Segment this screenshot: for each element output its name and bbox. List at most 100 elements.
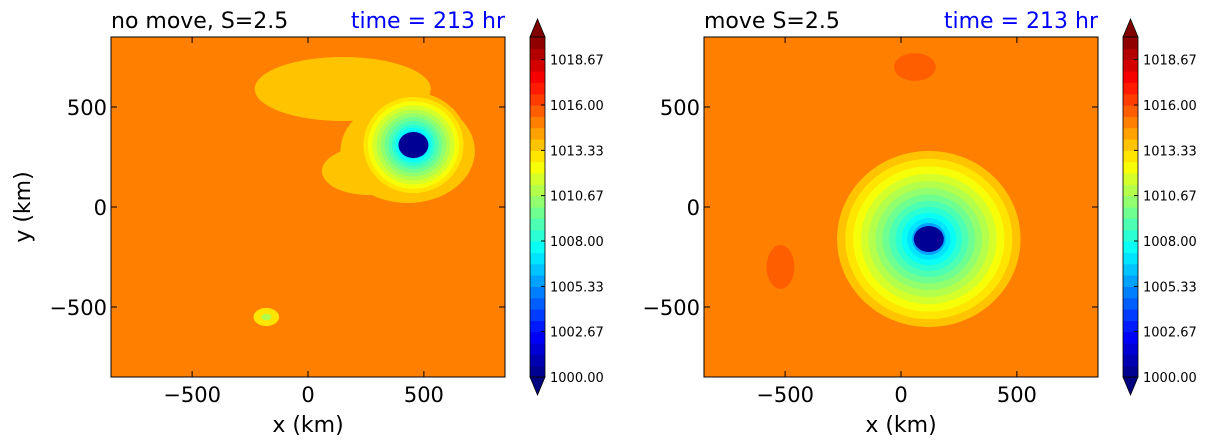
colorbar-level (530, 263, 545, 276)
colorbar-level (530, 365, 545, 378)
panel-title: move S=2.5 (704, 9, 840, 34)
colorbar-level (530, 48, 545, 61)
colorbar-frame (529, 36, 546, 378)
colorbar-level (530, 71, 545, 83)
panel-1: −500 0 500 500 0 −500 x (km) y (km) no move, S=2… (11, 9, 604, 438)
colorbar-tick-label: 1018.67 (1143, 54, 1197, 69)
colorbar-tick-label: 1010.67 (550, 190, 604, 205)
colorbar-level (530, 331, 545, 344)
colorbar-level (1123, 161, 1138, 174)
colorbar-tick-label: 1000.00 (1143, 371, 1197, 386)
colorbar-tick-label: 1018.67 (550, 54, 604, 69)
colorbar-level (530, 309, 545, 321)
colorbar-level (1123, 195, 1138, 208)
colorbar-level (530, 105, 545, 117)
colorbar-tick-label: 1008.00 (1143, 235, 1197, 250)
colorbar-extend-min (1122, 376, 1139, 397)
colorbar-tick-label: 1002.67 (1143, 326, 1197, 341)
colorbar-level (530, 116, 545, 129)
y-tick-label: 500 (660, 96, 700, 120)
colorbar-level (1123, 297, 1138, 310)
feature-spot-1 (894, 53, 936, 81)
colorbar-tick-label: 1013.33 (1143, 144, 1197, 159)
colorbar-level (530, 286, 545, 299)
colorbar-level (1123, 354, 1138, 367)
colorbar-level (1123, 365, 1138, 378)
colorbar-extend-max (529, 17, 546, 38)
colorbar-level (1123, 229, 1138, 242)
colorbar-level (530, 37, 545, 49)
colorbar-level (1123, 309, 1138, 321)
x-tick-label: 500 (997, 383, 1037, 407)
colorbar-level (1123, 207, 1138, 219)
colorbar-level (1123, 139, 1138, 151)
colorbar-extend-max (1122, 17, 1139, 38)
colorbar-tick-label: 1000.00 (550, 371, 604, 386)
colorbar: 1000.00 1002.67 1005.33 1008.00 1010.67 1013.… (1122, 17, 1197, 397)
colorbar-level (1123, 116, 1138, 129)
colorbar-tick-label: 1005.33 (550, 280, 604, 295)
colorbar-level (530, 150, 545, 163)
colorbar-level (1123, 343, 1138, 355)
x-tick-label: 0 (894, 383, 907, 407)
x-tick-label: −500 (163, 383, 221, 407)
x-axis-label: x (km) (865, 413, 936, 438)
colorbar-level (530, 93, 545, 106)
colorbar-level (530, 354, 545, 367)
x-axis-label: x (km) (272, 413, 343, 438)
colorbar-tick-label: 1002.67 (550, 326, 604, 341)
x-tick-label: 0 (301, 383, 314, 407)
y-tick-label: −500 (49, 296, 107, 320)
colorbar-level (530, 195, 545, 208)
colorbar-level (530, 139, 545, 151)
colorbar-tick-label: 1005.33 (1143, 280, 1197, 295)
colorbar-level (530, 173, 545, 185)
y-tick-label: 0 (94, 196, 107, 220)
colorbar-level (1123, 241, 1138, 253)
colorbar-level (1123, 82, 1138, 95)
feature-spot-2 (766, 245, 795, 289)
colorbar-level (530, 320, 545, 333)
y-tick-label: 0 (687, 196, 700, 220)
colorbar-level (530, 275, 545, 287)
colorbar-level (1123, 218, 1138, 231)
colorbar-level (530, 59, 545, 72)
panel-2: −500 0 500 500 0 −500 x (km) move S=2.5 time = 2… (642, 9, 1196, 438)
colorbar-tick-label: 1010.67 (1143, 190, 1197, 205)
colorbar-level (1123, 263, 1138, 276)
colorbar-level (1123, 275, 1138, 287)
colorbar: 1000.00 1002.67 1005.33 1008.00 1010.67 1013.… (529, 17, 604, 397)
pressure-field (704, 37, 1098, 377)
colorbar-tick-label: 1016.00 (1143, 99, 1197, 114)
colorbar-level (1123, 105, 1138, 117)
colorbar-extend-min (529, 376, 546, 397)
time-label: time = 213 hr (944, 9, 1099, 34)
colorbar-level (530, 241, 545, 253)
colorbar-tick-label: 1016.00 (550, 99, 604, 114)
y-axis-label: y (km) (11, 171, 36, 242)
colorbar-frame (1122, 36, 1139, 378)
colorbar-tick-label: 1008.00 (550, 235, 604, 250)
colorbar-level (530, 229, 545, 242)
colorbar-level (1123, 71, 1138, 83)
colorbar-level (1123, 252, 1138, 265)
feature-spot-5 (261, 313, 272, 321)
colorbar-level (1123, 37, 1138, 49)
colorbar-level (530, 184, 545, 197)
vortex-core (398, 132, 429, 158)
colorbar-level (530, 82, 545, 95)
colorbar-level (530, 207, 545, 219)
vortex-core (913, 226, 944, 252)
panel-title: no move, S=2.5 (111, 9, 288, 34)
colorbar-level (1123, 331, 1138, 344)
colorbar-level (1123, 59, 1138, 72)
colorbar-level (1123, 320, 1138, 333)
colorbar-level (530, 218, 545, 231)
y-tick-label: 500 (67, 96, 107, 120)
colorbar-level (530, 252, 545, 265)
colorbar-level (530, 127, 545, 140)
colorbar-level (1123, 184, 1138, 197)
colorbar-level (530, 297, 545, 310)
colorbar-tick-label: 1013.33 (550, 144, 604, 159)
